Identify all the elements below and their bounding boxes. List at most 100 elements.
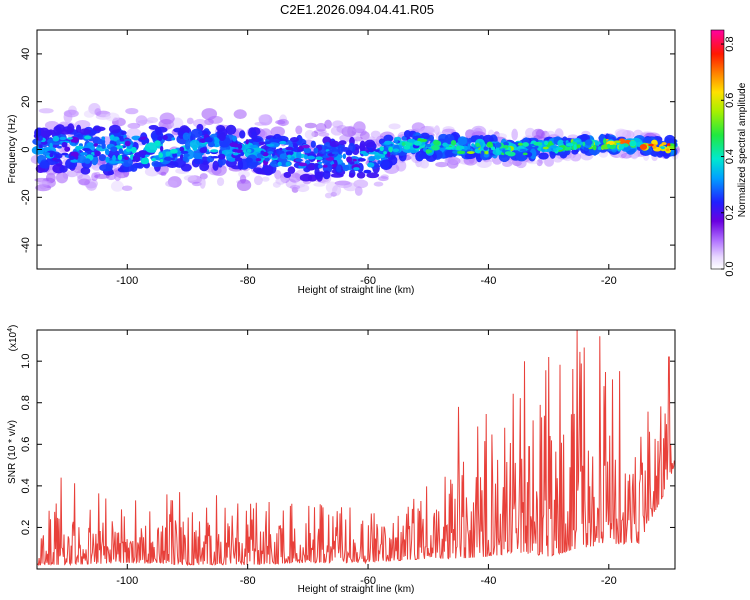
spectrogram-cell xyxy=(337,144,344,155)
spectrogram-core xyxy=(134,152,143,158)
spectrogram-core xyxy=(480,150,485,157)
spectrogram-haze xyxy=(258,114,270,123)
spectrogram-haze xyxy=(233,109,247,120)
spectrogram-core xyxy=(367,162,375,168)
snr-x-tick-label: -40 xyxy=(480,575,496,587)
snr-scale-exponent: 4 xyxy=(7,328,14,332)
spectrogram-core xyxy=(218,149,222,155)
spectrogram-haze xyxy=(94,173,110,180)
spectrogram-haze xyxy=(353,128,364,133)
colorbar-gradient xyxy=(710,29,725,270)
spectrogram-core xyxy=(363,169,372,174)
colorbar-label: Normalized spectral amplitude xyxy=(737,82,748,217)
snr-y-tick-label: 0.4 xyxy=(20,478,32,493)
spectrogram-haze xyxy=(274,170,282,180)
spectrogram-cell xyxy=(212,160,219,171)
spectrogram-core xyxy=(52,142,62,145)
spectrogram-core xyxy=(317,164,323,169)
spectrogram-core xyxy=(618,138,626,144)
spectrogram-core xyxy=(255,157,262,162)
spectrogram-cell xyxy=(322,170,331,180)
spectrogram-cell xyxy=(549,150,556,159)
spectrogram-core xyxy=(331,164,337,168)
spectrogram-cell xyxy=(359,140,366,152)
spectrogram-core xyxy=(93,143,99,147)
spectrogram-cell xyxy=(130,164,138,172)
spectrogram-core xyxy=(258,141,265,146)
spectrogram-haze xyxy=(165,180,178,188)
spectrogram-haze xyxy=(614,128,628,138)
spectrogram-haze xyxy=(598,150,608,158)
spectrogram-core xyxy=(466,151,475,154)
spectrogram-haze xyxy=(105,112,120,122)
colorbar-tick-label: 0.8 xyxy=(724,36,736,51)
spectrogram-core xyxy=(445,146,454,150)
spectrogram-core xyxy=(618,144,625,150)
spectrogram-core xyxy=(141,138,147,145)
spectrogram-cell xyxy=(287,166,296,174)
spectrogram-haze xyxy=(295,125,303,135)
spectrogram-y-tick-label: 40 xyxy=(20,48,32,60)
spectrogram-haze xyxy=(35,184,52,192)
spectrogram-core xyxy=(123,138,132,143)
spectrogram-core xyxy=(368,156,376,162)
spectrogram-cell xyxy=(251,131,258,141)
spectrogram-core xyxy=(69,155,75,160)
spectrogram-core xyxy=(204,137,213,143)
spectrogram-haze xyxy=(199,177,206,189)
spectrogram-core xyxy=(179,146,185,152)
spectrogram-core xyxy=(233,148,238,153)
spectrogram-core xyxy=(522,142,530,147)
spectrogram-haze xyxy=(146,117,159,124)
spectrogram-core xyxy=(362,152,369,157)
spectrogram-core xyxy=(639,144,648,150)
spectrogram-cell xyxy=(464,153,476,160)
spectrogram-core xyxy=(183,153,190,157)
spectrogram-haze xyxy=(38,108,54,114)
spectrogram-core xyxy=(70,159,78,163)
spectrogram-core xyxy=(67,137,73,140)
spectrogram-haze xyxy=(110,180,124,192)
colorbar-tick-label: 0.6 xyxy=(724,93,736,108)
spectrogram-haze xyxy=(315,122,327,132)
spectrogram-core xyxy=(115,160,124,164)
spectrogram-haze xyxy=(183,174,197,181)
spectrogram-haze xyxy=(254,121,267,126)
spectrogram-core xyxy=(79,152,88,156)
spectrogram-core xyxy=(433,139,441,146)
spectrogram-cell xyxy=(338,140,347,146)
spectrogram-core xyxy=(407,138,416,143)
spectrogram-haze xyxy=(83,110,95,118)
snr-y-tick-label: 0.8 xyxy=(20,395,32,410)
spectrogram-core xyxy=(112,155,116,162)
spectrogram-cell xyxy=(121,157,133,167)
spectrogram-core xyxy=(49,142,53,149)
spectrogram-y-tick-label: 0 xyxy=(20,146,32,152)
spectrogram-core xyxy=(426,149,433,153)
spectrogram-core xyxy=(471,143,475,147)
spectrogram-cell xyxy=(199,162,210,172)
spectrogram-cell xyxy=(55,153,63,159)
spectrogram-cell xyxy=(120,130,127,136)
spectrogram-cell xyxy=(39,161,50,169)
spectrogram-cell xyxy=(99,164,112,172)
spectrogram-core xyxy=(629,140,637,147)
spectrogram-cell xyxy=(336,164,342,173)
spectrogram-haze xyxy=(536,159,543,167)
spectrogram-core xyxy=(490,146,496,151)
spectrogram-core xyxy=(502,144,509,149)
spectrogram-haze xyxy=(125,107,139,115)
spectrogram-core xyxy=(192,152,202,160)
spectrogram-core xyxy=(292,143,298,149)
spectrogram-core xyxy=(353,167,360,171)
snr-y-tick-label: 0.2 xyxy=(20,520,32,535)
spectrogram-core xyxy=(235,149,243,154)
spectrogram-haze xyxy=(324,192,333,199)
spectrogram-cell xyxy=(557,139,565,147)
spectrogram-core xyxy=(38,135,43,141)
spectrogram-core xyxy=(584,139,593,146)
spectrogram-core xyxy=(549,145,559,149)
spectrogram-core xyxy=(377,160,382,165)
spectrogram-core xyxy=(592,144,597,151)
